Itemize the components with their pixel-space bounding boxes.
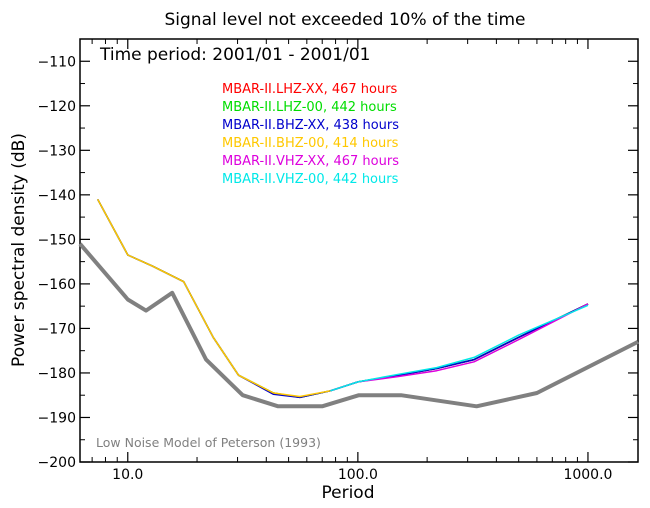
plot-frame — [79, 38, 639, 463]
legend-entry-2: MBAR-II.LHZ-00, 442 hours — [222, 100, 397, 115]
y-tick-label: −180 — [38, 366, 76, 382]
legend-entry-5: MBAR-II.VHZ-XX, 467 hours — [222, 154, 399, 169]
series-line-5 — [330, 303, 589, 392]
x-tick-label: 1000.0 — [563, 467, 612, 483]
y-tick-label: −150 — [38, 232, 76, 248]
reference-label: Low Noise Model of Peterson (1993) — [96, 435, 321, 450]
y-tick-label: −190 — [38, 410, 76, 426]
y-tick-label: −130 — [38, 143, 76, 159]
y-tick-label: −160 — [38, 277, 76, 293]
legend-entry-6: MBAR-II.VHZ-00, 442 hours — [222, 172, 399, 187]
legend-entry-1: MBAR-II.LHZ-XX, 467 hours — [222, 82, 398, 97]
series-line-3 — [97, 198, 589, 399]
x-tick-label: 100.0 — [338, 467, 378, 483]
reference-noise-model-line — [78, 242, 639, 409]
legend-entry-3: MBAR-II.BHZ-XX, 438 hours — [222, 118, 399, 133]
y-tick-label: −170 — [38, 321, 76, 337]
series-line-2 — [97, 198, 589, 399]
x-tick-label: 10.0 — [112, 467, 143, 483]
y-tick-labels: −110 −120 −130 −140 −150 −160 −170 −180 −190 −200 — [38, 54, 76, 471]
legend-entry-4: MBAR-II.BHZ-00, 414 hours — [222, 136, 399, 151]
chart-subtitle: Time period: 2001/01 - 2001/01 — [99, 45, 370, 65]
y-tick-label: −110 — [38, 54, 76, 70]
legend: MBAR-II.LHZ-XX, 467 hours MBAR-II.LHZ-00,… — [222, 82, 399, 187]
x-axis-label: Period — [321, 483, 374, 503]
series-line-4 — [97, 198, 331, 398]
y-tick-label: −120 — [38, 99, 76, 115]
series-line-1 — [97, 198, 589, 399]
series-lines — [78, 198, 639, 409]
y-tick-label: −140 — [38, 188, 76, 204]
y-axis-label: Power spectral density (dB) — [9, 133, 29, 367]
y-tick-label: −200 — [38, 455, 76, 471]
axis-ticks — [80, 39, 638, 463]
series-line-6 — [330, 304, 589, 392]
chart-title: Signal level not exceeded 10% of the tim… — [164, 10, 525, 30]
x-tick-labels: 10.0 100.0 1000.0 — [112, 467, 612, 483]
